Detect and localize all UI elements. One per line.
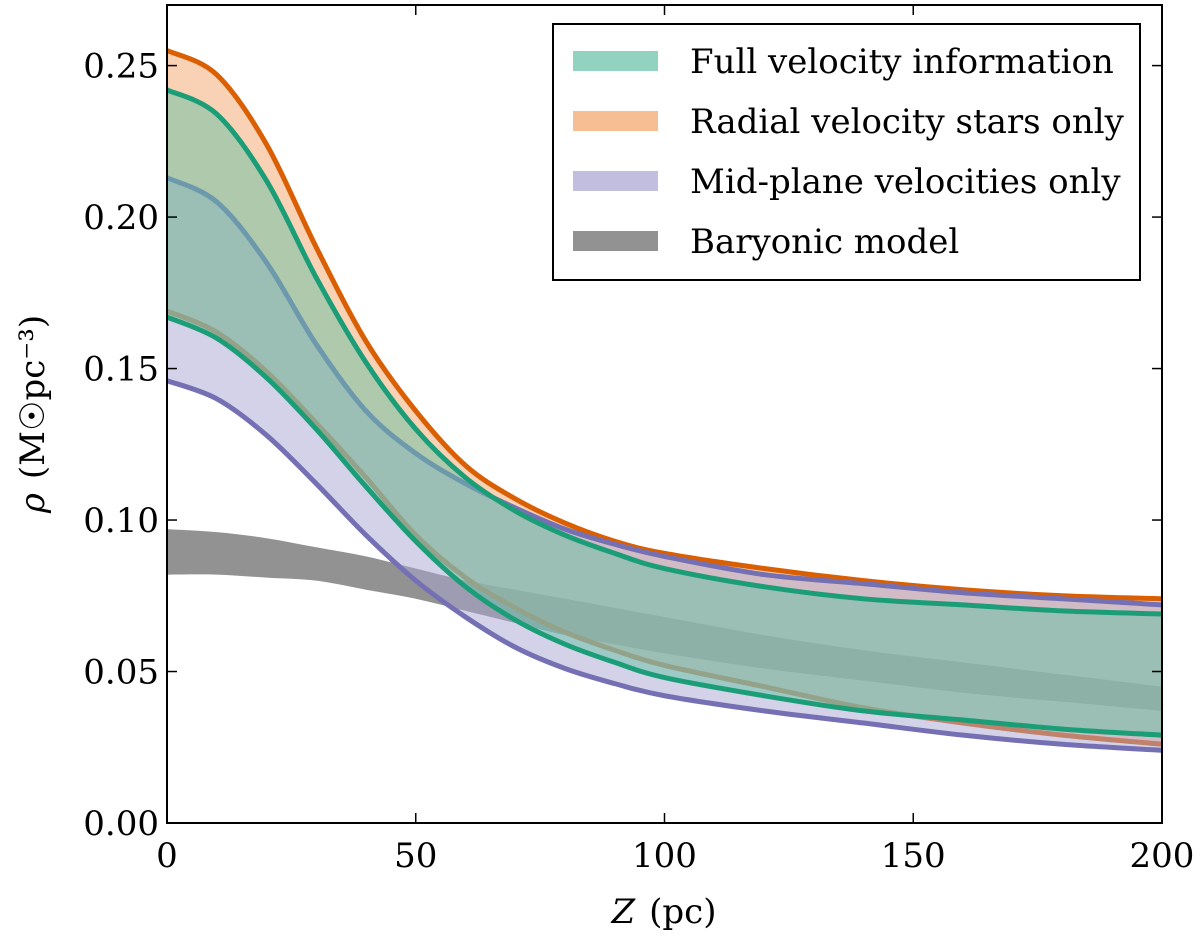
y-tick-label: 0.20 xyxy=(83,198,159,238)
legend-label-full-velocity-information: Full velocity information xyxy=(690,42,1114,82)
x-tick-label: 0 xyxy=(156,836,178,876)
axis-ticks: 0 50 100 150 200 0.00 0.05 0.10 0.15 0.20 0.25 xyxy=(83,5,1194,876)
y-tick-label: 0.10 xyxy=(83,501,159,541)
full-velocity-information-band xyxy=(167,89,1162,736)
legend-label-baryonic-model: Baryonic model xyxy=(690,222,959,262)
legend-label-radial-velocity-stars-only: Radial velocity stars only xyxy=(690,102,1125,142)
y-tick-label: 0.00 xyxy=(83,804,159,844)
y-tick-label: 0.15 xyxy=(83,350,159,390)
legend-swatch-baryonic-model xyxy=(573,231,658,251)
radial-velocity-stars-only-upper-line xyxy=(167,48,1162,602)
bands-layer xyxy=(167,48,1162,753)
x-tick-label: 200 xyxy=(1130,836,1195,876)
y-tick-label: 0.05 xyxy=(83,653,159,693)
x-axis-label: Z (pc) xyxy=(611,892,717,932)
legend-swatch-mid-plane-velocities-only xyxy=(573,171,658,191)
mid-plane-velocities-only-lower-line xyxy=(167,378,1162,753)
legend: Full velocity information Radial velocity… xyxy=(552,23,1141,281)
y-axis-label: ρ(M☉pc⁻³) xyxy=(13,315,53,514)
legend-label-mid-plane-velocities-only: Mid-plane velocities only xyxy=(690,162,1121,202)
y-tick-label: 0.25 xyxy=(83,47,159,87)
full-velocity-information-upper-line xyxy=(167,87,1162,617)
full-velocity-information-lower-line xyxy=(167,314,1162,738)
legend-swatch-radial-velocity-stars-only xyxy=(573,111,658,131)
legend-swatch-full-velocity-information xyxy=(573,51,658,71)
x-tick-label: 150 xyxy=(881,836,946,876)
x-tick-label: 100 xyxy=(632,836,697,876)
x-tick-label: 50 xyxy=(394,836,437,876)
